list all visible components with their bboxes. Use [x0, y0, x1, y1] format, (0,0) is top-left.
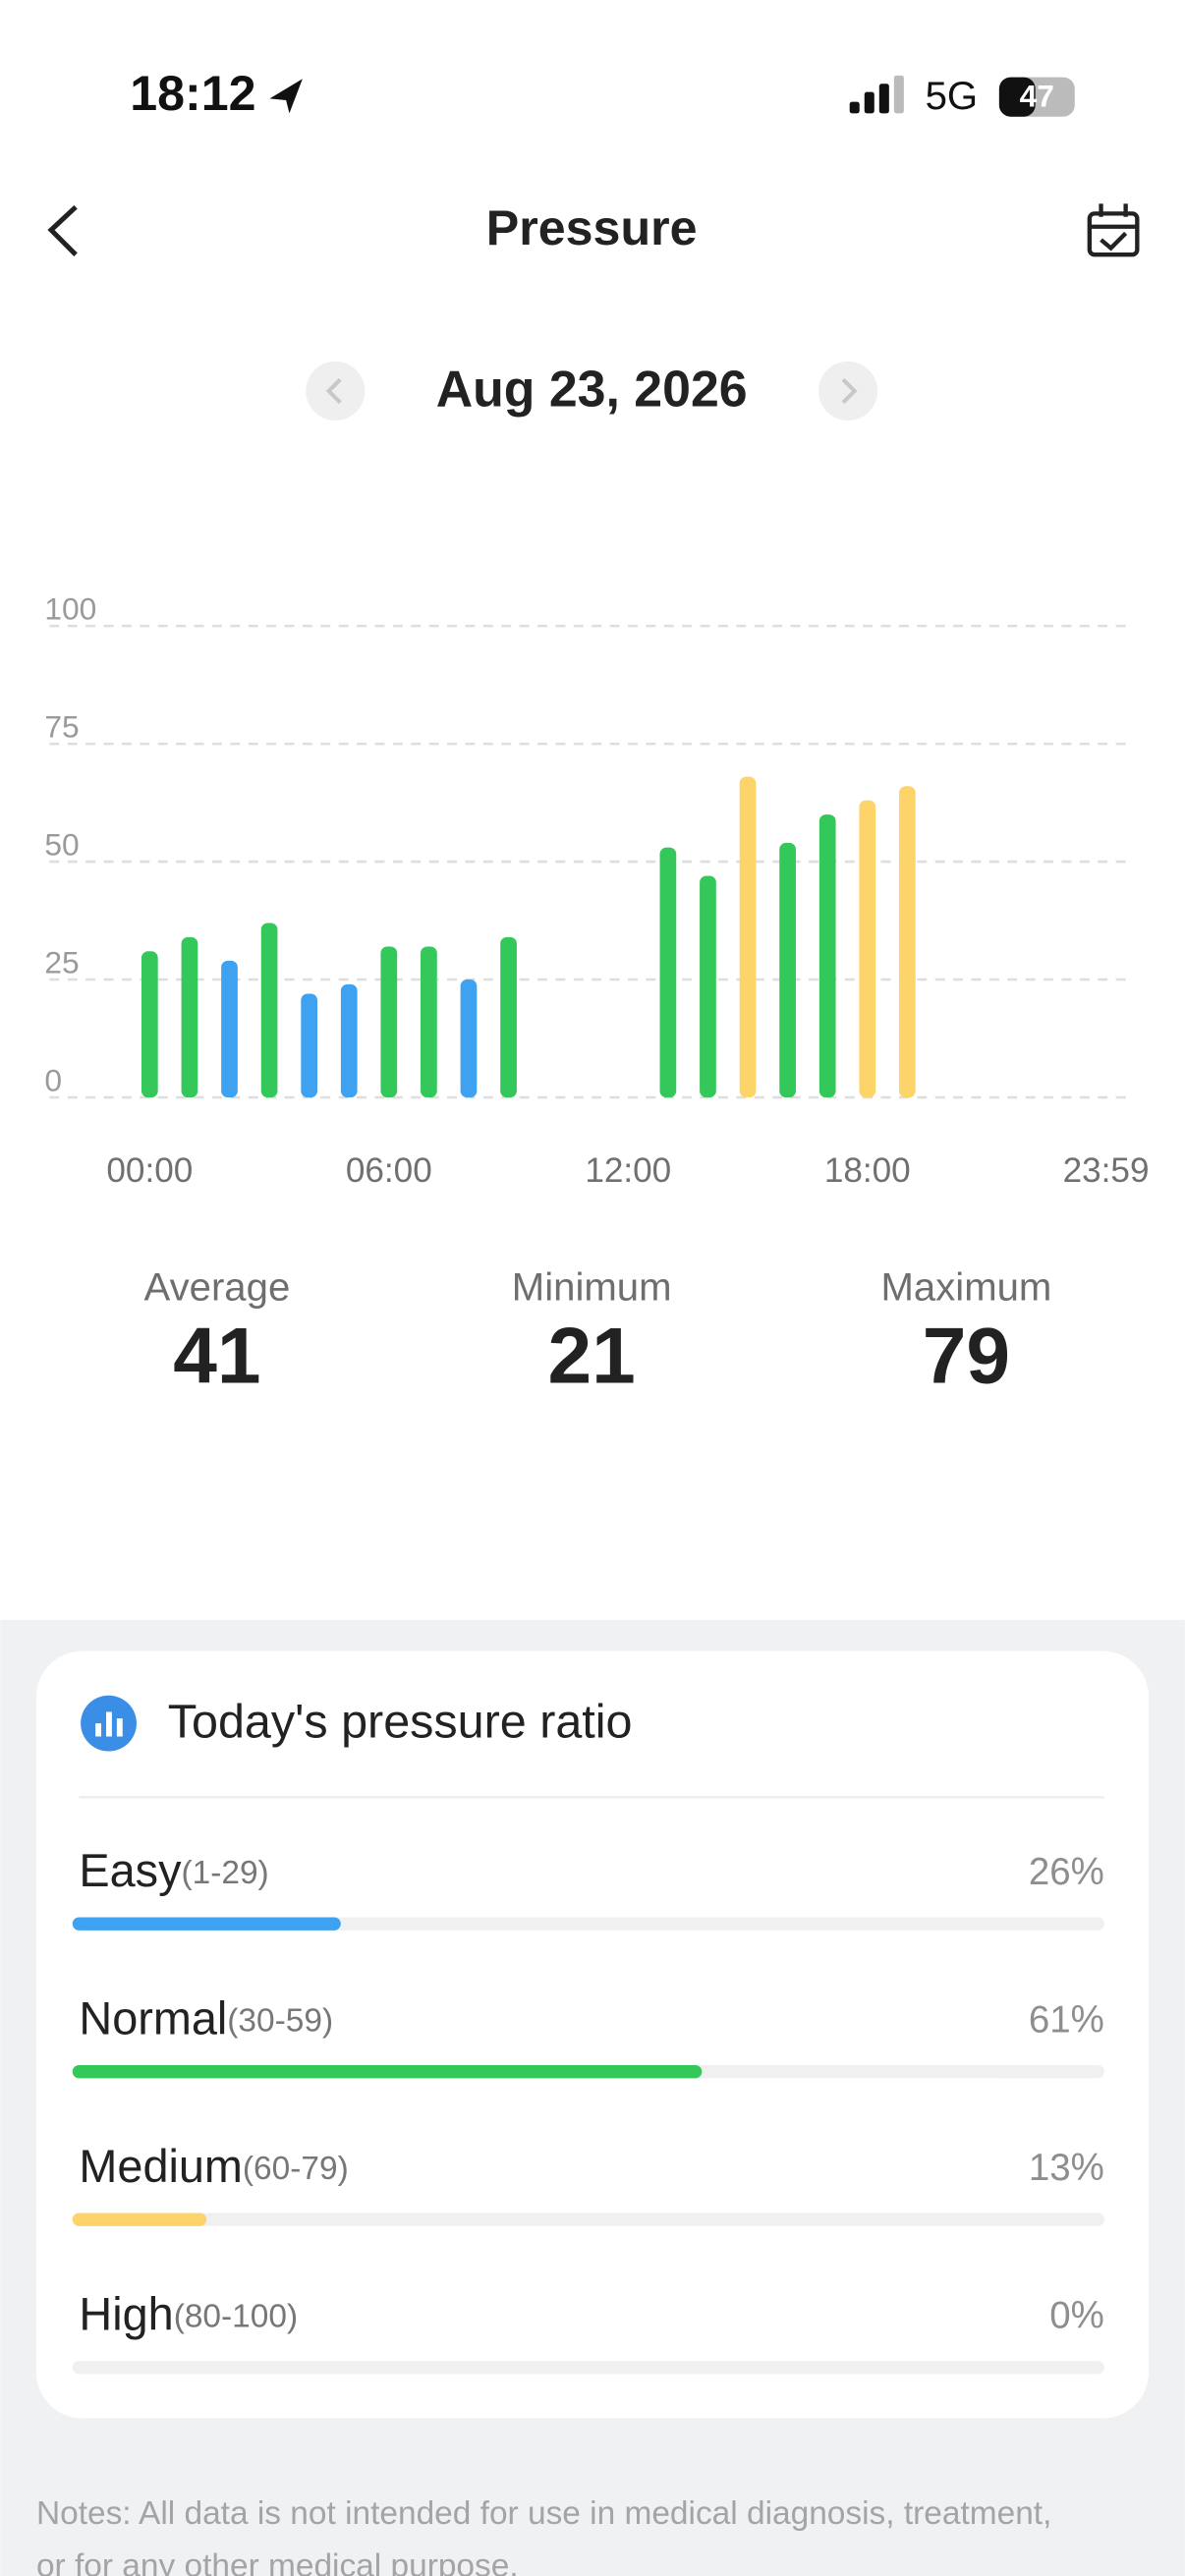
- bar: [500, 936, 517, 1098]
- signal-icon: [849, 75, 904, 114]
- ratio-track: [72, 2212, 1104, 2226]
- ratio-bar: [72, 2212, 207, 2226]
- y-tick-label: 100: [44, 590, 96, 626]
- bar: [181, 936, 198, 1098]
- top-bg: [0, 0, 1185, 1620]
- bar: [141, 951, 158, 1098]
- ratio-name: Medium: [79, 2141, 243, 2192]
- ratio-range: (1-29): [182, 1855, 269, 1891]
- y-tick-label: 75: [44, 708, 79, 744]
- ratio-percent: 26%: [1029, 1851, 1104, 1893]
- stat-value: 41: [173, 1312, 260, 1400]
- prev-arrow: [325, 377, 342, 405]
- battery-text: 47: [1020, 79, 1054, 114]
- ratio-label: Normal(30-59): [79, 1993, 333, 2044]
- x-tick-label: 06:00: [346, 1151, 432, 1190]
- y-tick-label: 0: [44, 1062, 62, 1097]
- ratio-label: Medium(60-79): [79, 2141, 348, 2192]
- status-time: 18:12: [130, 66, 255, 121]
- x-tick-label: 18:00: [824, 1151, 911, 1190]
- notes-line: or for any other medical purpose.: [36, 2548, 519, 2576]
- ratio-card: [35, 1651, 1150, 2419]
- location-icon: [269, 79, 303, 114]
- ratio-percent: 0%: [1049, 2295, 1104, 2337]
- ratio-name: High: [79, 2289, 173, 2340]
- ratio-range: (30-59): [227, 2002, 333, 2039]
- x-tick-label: 00:00: [106, 1151, 193, 1190]
- bar: [301, 993, 318, 1098]
- back-button[interactable]: [47, 204, 78, 256]
- stat-label: Maximum: [880, 1264, 1051, 1309]
- ratio-label: Easy(1-29): [79, 1845, 268, 1896]
- bar: [421, 946, 437, 1098]
- stat-value: 79: [923, 1312, 1010, 1400]
- ratio-name: Easy: [79, 1845, 182, 1896]
- x-tick-label: 23:59: [1063, 1151, 1150, 1190]
- ratio-bar: [72, 2064, 703, 2079]
- stat-label: Average: [144, 1264, 291, 1309]
- ratio-label: High(80-100): [79, 2289, 298, 2340]
- calendar-button[interactable]: [1087, 203, 1140, 257]
- bar: [779, 842, 796, 1098]
- y-tick-label: 25: [44, 944, 79, 980]
- bar: [260, 923, 278, 1098]
- page-title: Pressure: [486, 200, 698, 255]
- bar: [659, 847, 677, 1098]
- bar: [221, 960, 238, 1098]
- bar: [739, 776, 757, 1098]
- bar: [898, 786, 916, 1098]
- ratio-bar: [72, 1917, 341, 1931]
- next-arrow: [841, 377, 858, 405]
- ratio-percent: 13%: [1029, 2147, 1104, 2189]
- y-tick-label: 50: [44, 826, 79, 862]
- date: Aug 23, 2026: [436, 360, 748, 417]
- ratio-name: Normal: [79, 1993, 227, 2044]
- ratio-range: (60-79): [243, 2151, 349, 2187]
- bar: [460, 980, 478, 1098]
- notes-line: Notes: All data is not intended for use …: [36, 2495, 1051, 2532]
- bar: [340, 983, 358, 1098]
- ratio-range: (80-100): [174, 2298, 298, 2334]
- ratio-percent: 61%: [1029, 1999, 1104, 2042]
- stat-value: 21: [548, 1312, 636, 1400]
- ratio-icon-bars: [95, 1711, 123, 1737]
- bar: [818, 814, 836, 1098]
- network: 5G: [926, 74, 979, 118]
- bar: [859, 800, 876, 1098]
- stat-label: Minimum: [512, 1264, 672, 1309]
- x-tick-label: 12:00: [585, 1151, 671, 1190]
- prev-day[interactable]: [306, 361, 366, 421]
- next-day[interactable]: [818, 361, 878, 421]
- ratio-track: [72, 2360, 1104, 2375]
- ratio-title: Today's pressure ratio: [168, 1696, 633, 1749]
- bar: [700, 875, 716, 1098]
- battery-level: [998, 77, 1036, 117]
- bar: [380, 946, 398, 1098]
